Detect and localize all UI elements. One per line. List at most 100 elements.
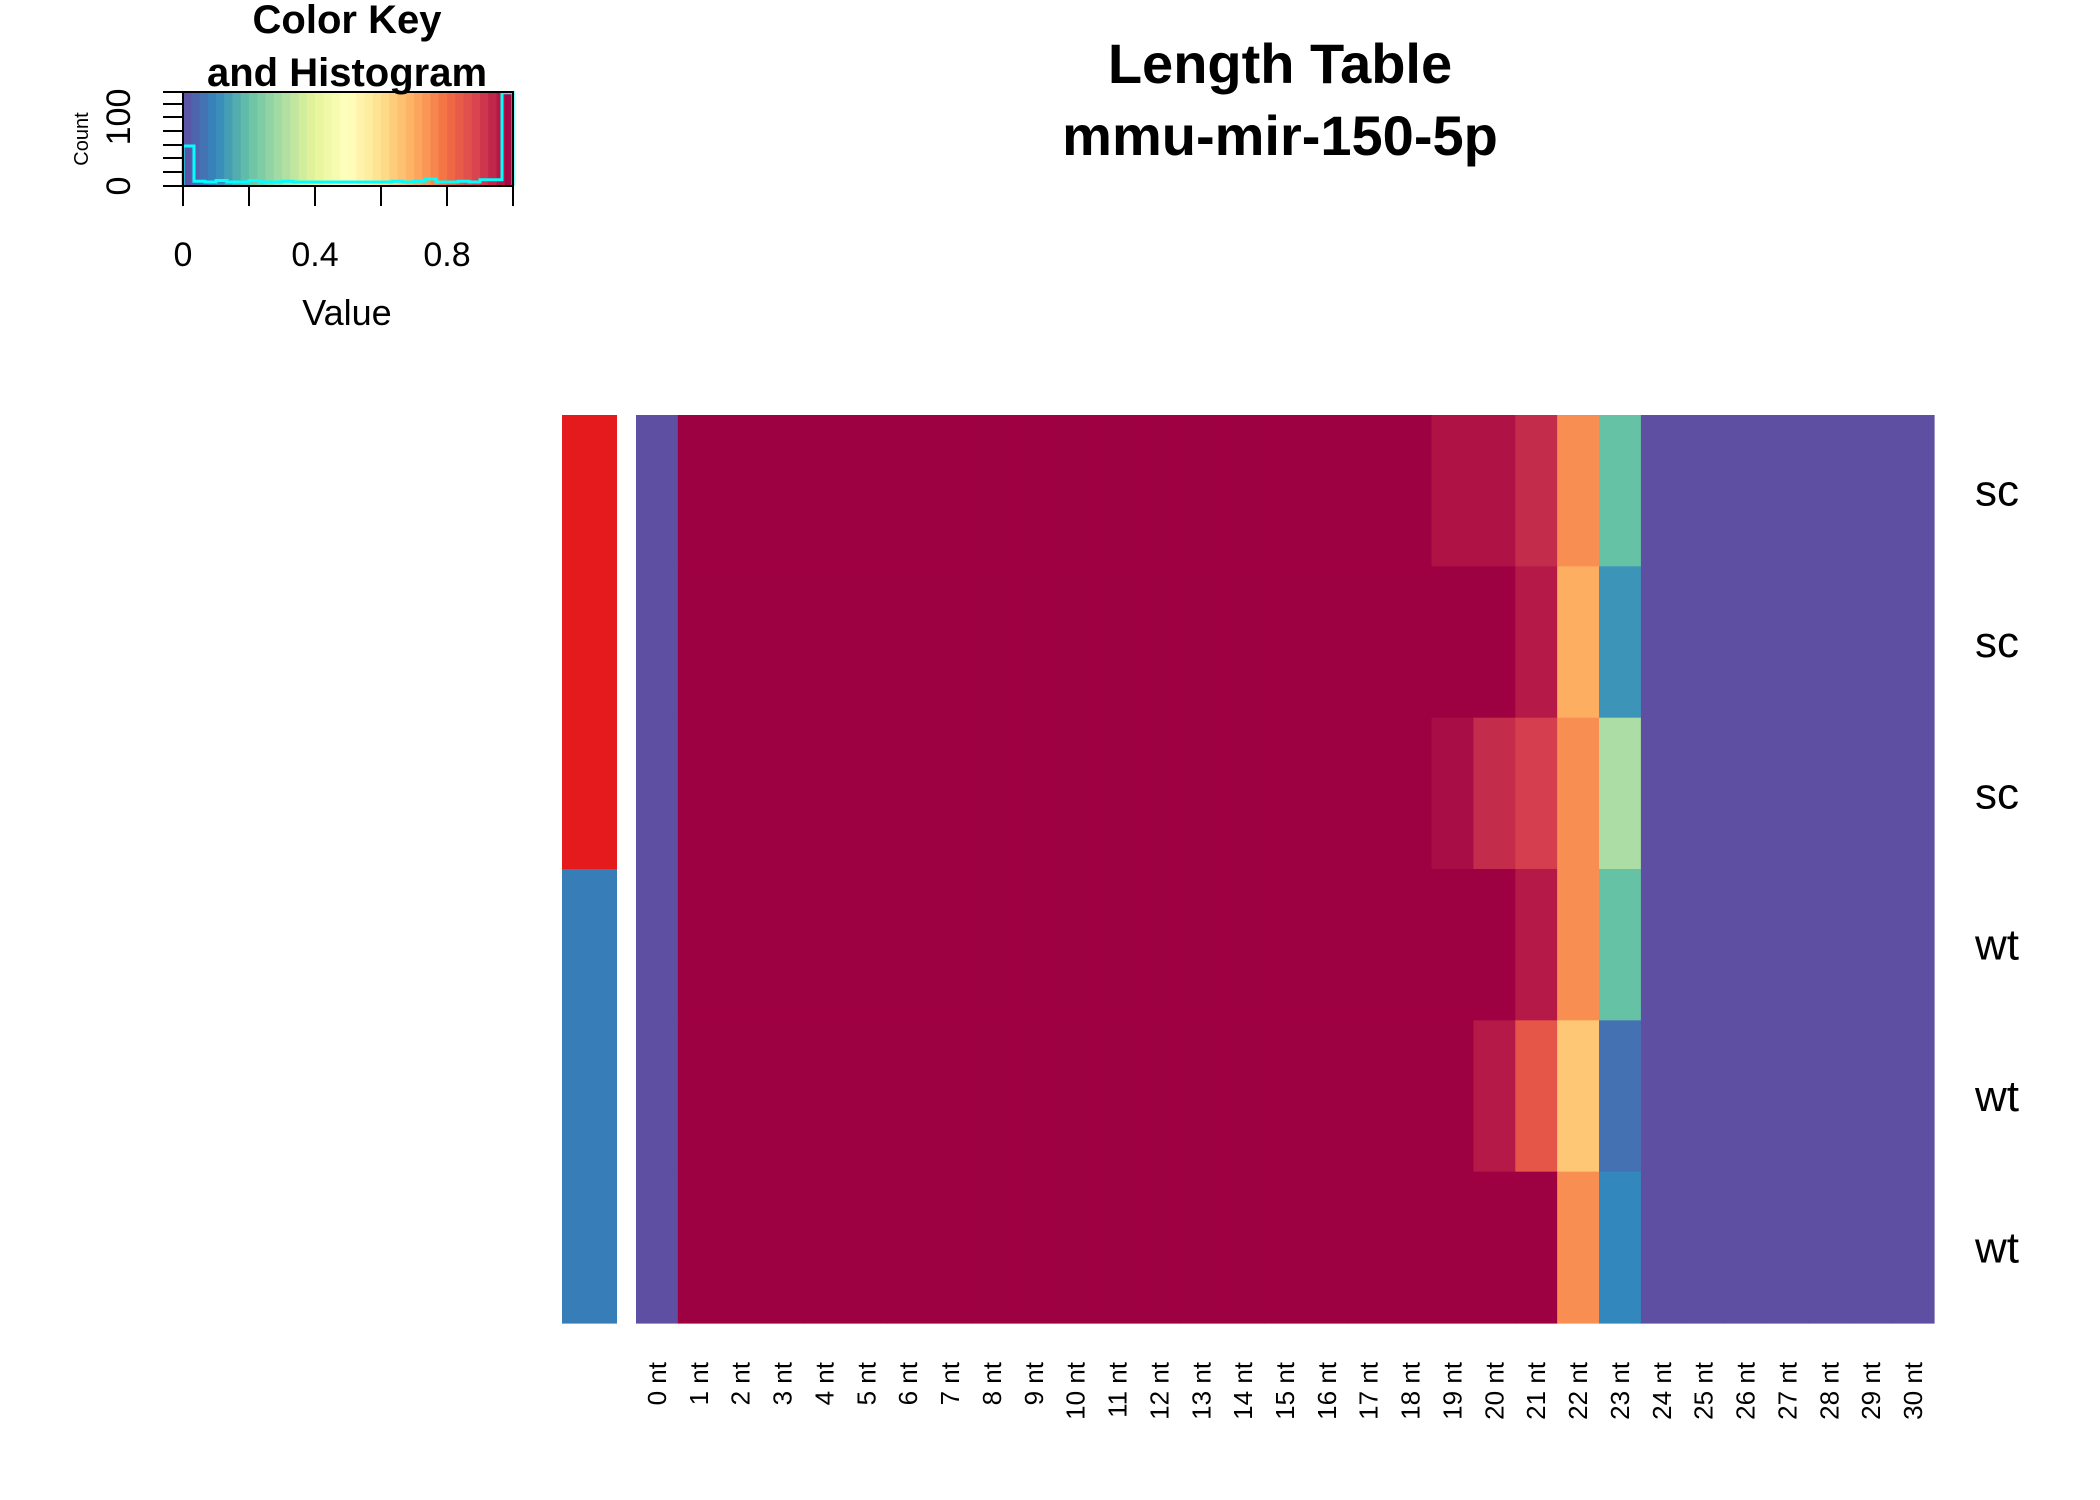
heatmap-cell [1264,415,1307,567]
heatmap-cell [1305,566,1349,719]
color-key-band [273,92,283,186]
heatmap-cell [1682,415,1726,567]
heatmap-cell [1557,869,1600,1021]
heatmap-cell [1892,1020,1935,1173]
color-key-band [463,92,473,186]
heatmap-cell [1599,566,1642,719]
heatmap-cell [1347,415,1391,567]
column-label: 16 nt [1312,1361,1342,1420]
color-key-band [199,92,209,186]
heatmap-cell [1766,717,1809,870]
heatmap-cell [803,415,846,567]
heatmap-cell [1892,869,1935,1021]
heatmap-cell [1724,1171,1768,1324]
color-key-y-tick: 0 [100,177,138,196]
heatmap-cell [929,566,972,719]
heatmap-cell [1850,566,1893,719]
heatmap-cell [1431,415,1475,567]
heatmap-cell [1892,566,1935,719]
column-label: 10 nt [1061,1361,1091,1420]
heatmap-cell [1389,566,1433,719]
heatmap-cell [1850,717,1893,870]
heatmap-cell [1054,415,1098,567]
heatmap-cell [1222,566,1265,719]
heatmap-cell [1515,1020,1558,1173]
heatmap-cell [1389,1171,1433,1324]
heatmap-cell [1515,566,1558,719]
heatmap-cell [1473,415,1516,567]
heatmap-cell [887,869,930,1021]
heatmap-cell [1766,1171,1809,1324]
heatmap-cell [1347,717,1391,870]
heatmap-cell [1180,1020,1223,1173]
heatmap-cell [1180,415,1223,567]
color-key-band [323,92,333,186]
heatmap-cell [1389,717,1433,870]
heatmap-cell [719,1020,763,1173]
heatmap-cell [1640,869,1684,1021]
color-key-band [430,92,440,186]
heatmap-cell [636,717,679,870]
heatmap-cell [1264,566,1307,719]
column-label: 28 nt [1814,1361,1844,1420]
heatmap-cell [1054,1020,1098,1173]
color-key-band [315,92,324,186]
row-label: sc [1975,769,2019,818]
heatmap-cell [1222,869,1265,1021]
heatmap-cell [1808,1020,1851,1173]
heatmap-cell [1264,869,1307,1021]
heatmap-cell [1012,566,1056,719]
heatmap-cell [970,869,1014,1021]
heatmap-cell [1724,415,1768,567]
heatmap-cell [677,415,721,567]
heatmap-cell [1640,415,1684,567]
heatmap-cell [1431,869,1475,1021]
row-side-color-cell [562,869,617,1021]
heatmap-cell [929,1020,972,1173]
heatmap-cell [1264,717,1307,870]
color-key-ylabel: Count [71,112,93,166]
heatmap-cell [719,869,763,1021]
heatmap-cell [1473,1020,1516,1173]
heatmap-cell [1808,869,1851,1021]
column-label: 6 nt [893,1361,923,1405]
heatmap-cell [845,566,888,719]
color-key-title-line2: and Histogram [207,51,487,95]
heatmap-cell [1640,566,1684,719]
heatmap-cell [1473,717,1516,870]
heatmap-cell [1138,1020,1181,1173]
column-labels: 0 nt 1 nt 2 nt 3 nt 4 nt 5 nt 6 nt 7 nt 8 nt 9 nt… [642,1361,1928,1420]
heatmap-cell [1222,1171,1265,1324]
heatmap-cell [719,566,763,719]
heatmap-cell [1892,415,1935,567]
heatmap-cell [970,1020,1014,1173]
heatmap-cell [1096,566,1140,719]
color-key-band [414,92,423,186]
heatmap-cell [887,566,930,719]
column-label: 19 nt [1437,1361,1467,1420]
column-label: 1 nt [684,1361,714,1405]
heatmap-cell [1557,1171,1600,1324]
heatmap-cells [636,415,1935,1324]
heatmap-cell [636,1171,679,1324]
heatmap-cell [1682,1171,1726,1324]
heatmap-cell [1012,415,1056,567]
color-key-band [224,92,234,186]
color-key-band [290,92,300,186]
heatmap-cell [1473,1171,1516,1324]
heatmap-cell [1724,717,1768,870]
heatmap-cell [1180,717,1223,870]
heatmap-cell [761,566,805,719]
color-key-band [191,92,201,186]
column-label: 18 nt [1396,1361,1426,1420]
heatmap-cell [1347,1171,1391,1324]
heatmap-cell [1389,869,1433,1021]
heatmap-cell [803,566,846,719]
heatmap-cell [1766,869,1809,1021]
column-label: 5 nt [851,1361,881,1405]
color-key-band [339,92,349,186]
heatmap-cell [1850,869,1893,1021]
heatmap-cell [719,415,763,567]
heatmap-cell [1682,1020,1726,1173]
